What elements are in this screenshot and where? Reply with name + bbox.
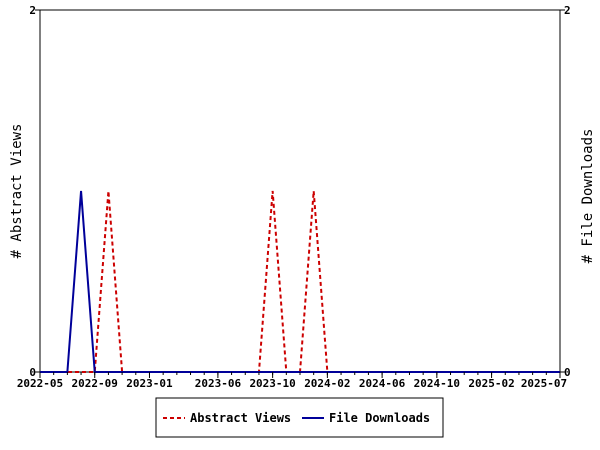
y-tick-label: 2: [29, 4, 36, 17]
x-tick-label: 2023-06: [195, 377, 242, 390]
x-tick-label: 2022-09: [72, 377, 118, 390]
x-tick-label: 2025-07: [521, 377, 567, 390]
x-axis-ticks: 2022-05 2022-09 2023-01 2023-06 2023-10 2024-…: [17, 372, 567, 390]
x-tick-label: 2023-10: [249, 377, 295, 390]
y2-tick-label: 2: [564, 4, 571, 17]
y2-axis-title: # File Downloads: [580, 129, 596, 264]
y-axis-ticks: 02: [29, 4, 40, 379]
y2-tick-label: 0: [564, 366, 571, 379]
legend-label-file-downloads: File Downloads: [329, 411, 430, 425]
plot-area: [39, 9, 561, 373]
y-tick-label: 0: [29, 366, 36, 379]
y2-axis-ticks: 02: [560, 4, 571, 379]
x-tick-label: 2025-02: [468, 377, 514, 390]
x-tick-label: 2024-10: [414, 377, 460, 390]
x-tick-label: 2022-05: [17, 377, 63, 390]
y-axis-title: # Abstract Views: [9, 124, 25, 259]
x-tick-label: 2024-02: [304, 377, 350, 390]
legend: Abstract Views File Downloads: [155, 397, 444, 438]
x-tick-label: 2024-06: [359, 377, 406, 390]
x-tick-label: 2023-01: [126, 377, 173, 390]
plot-frame: [39, 9, 561, 373]
legend-box: [155, 397, 444, 438]
legend-label-abstract-views: Abstract Views: [190, 411, 291, 425]
